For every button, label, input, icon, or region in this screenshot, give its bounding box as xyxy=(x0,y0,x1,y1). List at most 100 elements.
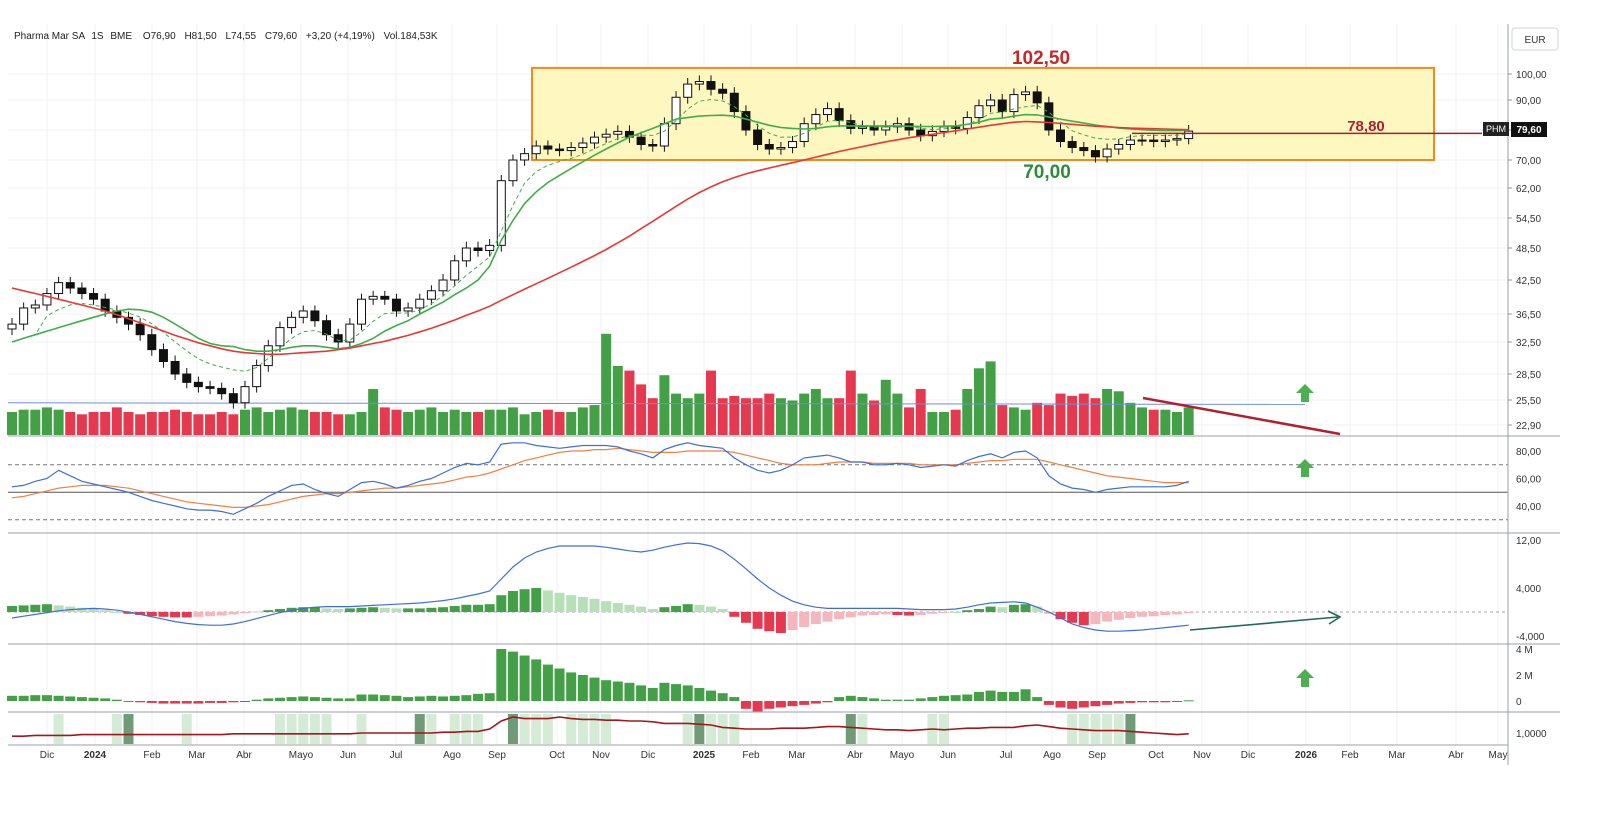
oscillator-bar xyxy=(438,696,449,701)
oscillator-bar xyxy=(799,701,810,705)
oscillator-bar xyxy=(53,695,64,701)
oscillator-bar xyxy=(682,685,693,701)
oscillator-bar xyxy=(1160,701,1171,703)
oscillator-bar xyxy=(706,690,716,701)
oscillator-bar xyxy=(333,698,344,701)
macd-histogram-bar xyxy=(298,607,309,612)
currency-button-frame[interactable] xyxy=(1511,27,1559,51)
macd-histogram-bar xyxy=(1148,612,1159,617)
candle-body xyxy=(648,143,658,147)
last-price-value: 79,60 xyxy=(1516,125,1541,136)
oscillator-bar xyxy=(787,701,798,707)
signal-bar xyxy=(531,714,542,744)
macd-trend-line xyxy=(1189,616,1339,631)
header-line: Pharma Mar SA 1S BME O76,90 H81,50 L74,5… xyxy=(14,31,438,42)
time-tick-label: Mayo xyxy=(289,750,314,761)
candle-body xyxy=(1032,91,1042,104)
candle-body xyxy=(100,298,110,312)
macd-histogram-bar xyxy=(1020,604,1031,612)
candle-body xyxy=(65,282,75,289)
volume-bar xyxy=(65,412,76,435)
time-tick-label: Sep xyxy=(1088,750,1106,761)
candle-body xyxy=(496,180,506,246)
volume-bar xyxy=(473,412,483,435)
candle-body xyxy=(764,143,774,150)
candle-body xyxy=(718,88,728,94)
volume-bar xyxy=(985,361,996,435)
oscillator-bar xyxy=(671,684,682,701)
volume-bar xyxy=(566,412,577,435)
signal-bar xyxy=(321,714,332,744)
volume-bar xyxy=(193,414,204,435)
time-axis[interactable]: Dic 2024 Feb Mar Abr Mayo Jun Jul Ago Sep Oct Nov Di… xyxy=(40,750,1508,761)
volume-bar xyxy=(927,412,938,435)
oscillator-bar xyxy=(857,697,868,701)
volume-bar xyxy=(1067,395,1078,435)
dashed-average-line xyxy=(11,98,1189,372)
price-pane[interactable] xyxy=(7,66,1482,436)
volume-bar xyxy=(997,405,1008,435)
volume-bar xyxy=(41,407,52,435)
candle-body xyxy=(182,373,192,383)
macd-pane[interactable] xyxy=(7,542,1508,633)
macd-histogram-bar xyxy=(880,612,891,615)
candle-body xyxy=(158,349,168,363)
oscillator-bar xyxy=(636,685,647,701)
time-tick-label: Jun xyxy=(340,750,356,761)
oscillator-bar xyxy=(123,701,134,702)
pane-separators xyxy=(8,24,1560,765)
macd-histogram-bar xyxy=(7,606,17,612)
bottom-indicator-pane[interactable] xyxy=(12,714,1189,744)
candle-body xyxy=(345,323,355,343)
open-value: O76,90 xyxy=(143,31,176,42)
oscillator-bar xyxy=(158,701,169,704)
signal-bar xyxy=(706,714,716,744)
oscillator-bar xyxy=(1183,700,1194,702)
oscillator-bar xyxy=(939,695,949,701)
macd-histogram-bar xyxy=(309,607,320,612)
candle-body xyxy=(322,320,332,336)
volume-bar xyxy=(298,409,309,435)
price-tick-label: 100,00 xyxy=(1516,70,1547,81)
volume-bar xyxy=(286,407,297,435)
oscillator-bar xyxy=(694,688,705,701)
volume-bar xyxy=(915,389,926,435)
rsi-pane[interactable] xyxy=(8,442,1508,521)
oscillator-bar xyxy=(589,677,600,701)
price-tick-label: 48,50 xyxy=(1516,244,1541,255)
currency-button[interactable]: EUR xyxy=(1524,35,1545,46)
volume-bar xyxy=(368,389,379,435)
time-tick-label: Sep xyxy=(488,750,506,761)
signal-bar xyxy=(286,714,297,744)
macd-histogram-bar xyxy=(205,612,216,617)
volume-bar xyxy=(449,409,460,435)
oscillator-bar xyxy=(659,682,670,701)
volume-oscillator-pane[interactable] xyxy=(7,649,1194,712)
candle-body xyxy=(263,345,273,367)
signal-bar xyxy=(426,714,437,744)
candle-body xyxy=(42,293,52,306)
time-tick-label: Jul xyxy=(390,750,403,761)
macd-histogram-bar xyxy=(845,612,856,618)
macd-histogram-bar xyxy=(566,595,577,612)
oscillator-bar xyxy=(1125,701,1136,703)
candle-body xyxy=(1125,139,1135,145)
volume-bar xyxy=(414,409,425,435)
time-tick-label: Oct xyxy=(1148,750,1164,761)
volume-bar xyxy=(950,409,961,435)
volume-bar xyxy=(135,414,146,435)
volume-bar xyxy=(7,412,17,435)
volume-bar xyxy=(764,393,775,435)
macd-histogram-bar xyxy=(426,607,437,612)
macd-histogram-bar xyxy=(53,605,64,612)
macd-histogram-bar xyxy=(531,588,542,612)
rsi-average-line xyxy=(11,447,1189,508)
macd-histogram-bar xyxy=(274,609,285,612)
oscillator-up-arrow xyxy=(1296,669,1314,687)
oscillator-bar xyxy=(950,695,961,701)
volume-bar xyxy=(939,412,949,435)
oscillator-bar xyxy=(496,649,507,701)
time-tick-label: 2024 xyxy=(84,750,107,761)
candle-body xyxy=(508,159,518,182)
